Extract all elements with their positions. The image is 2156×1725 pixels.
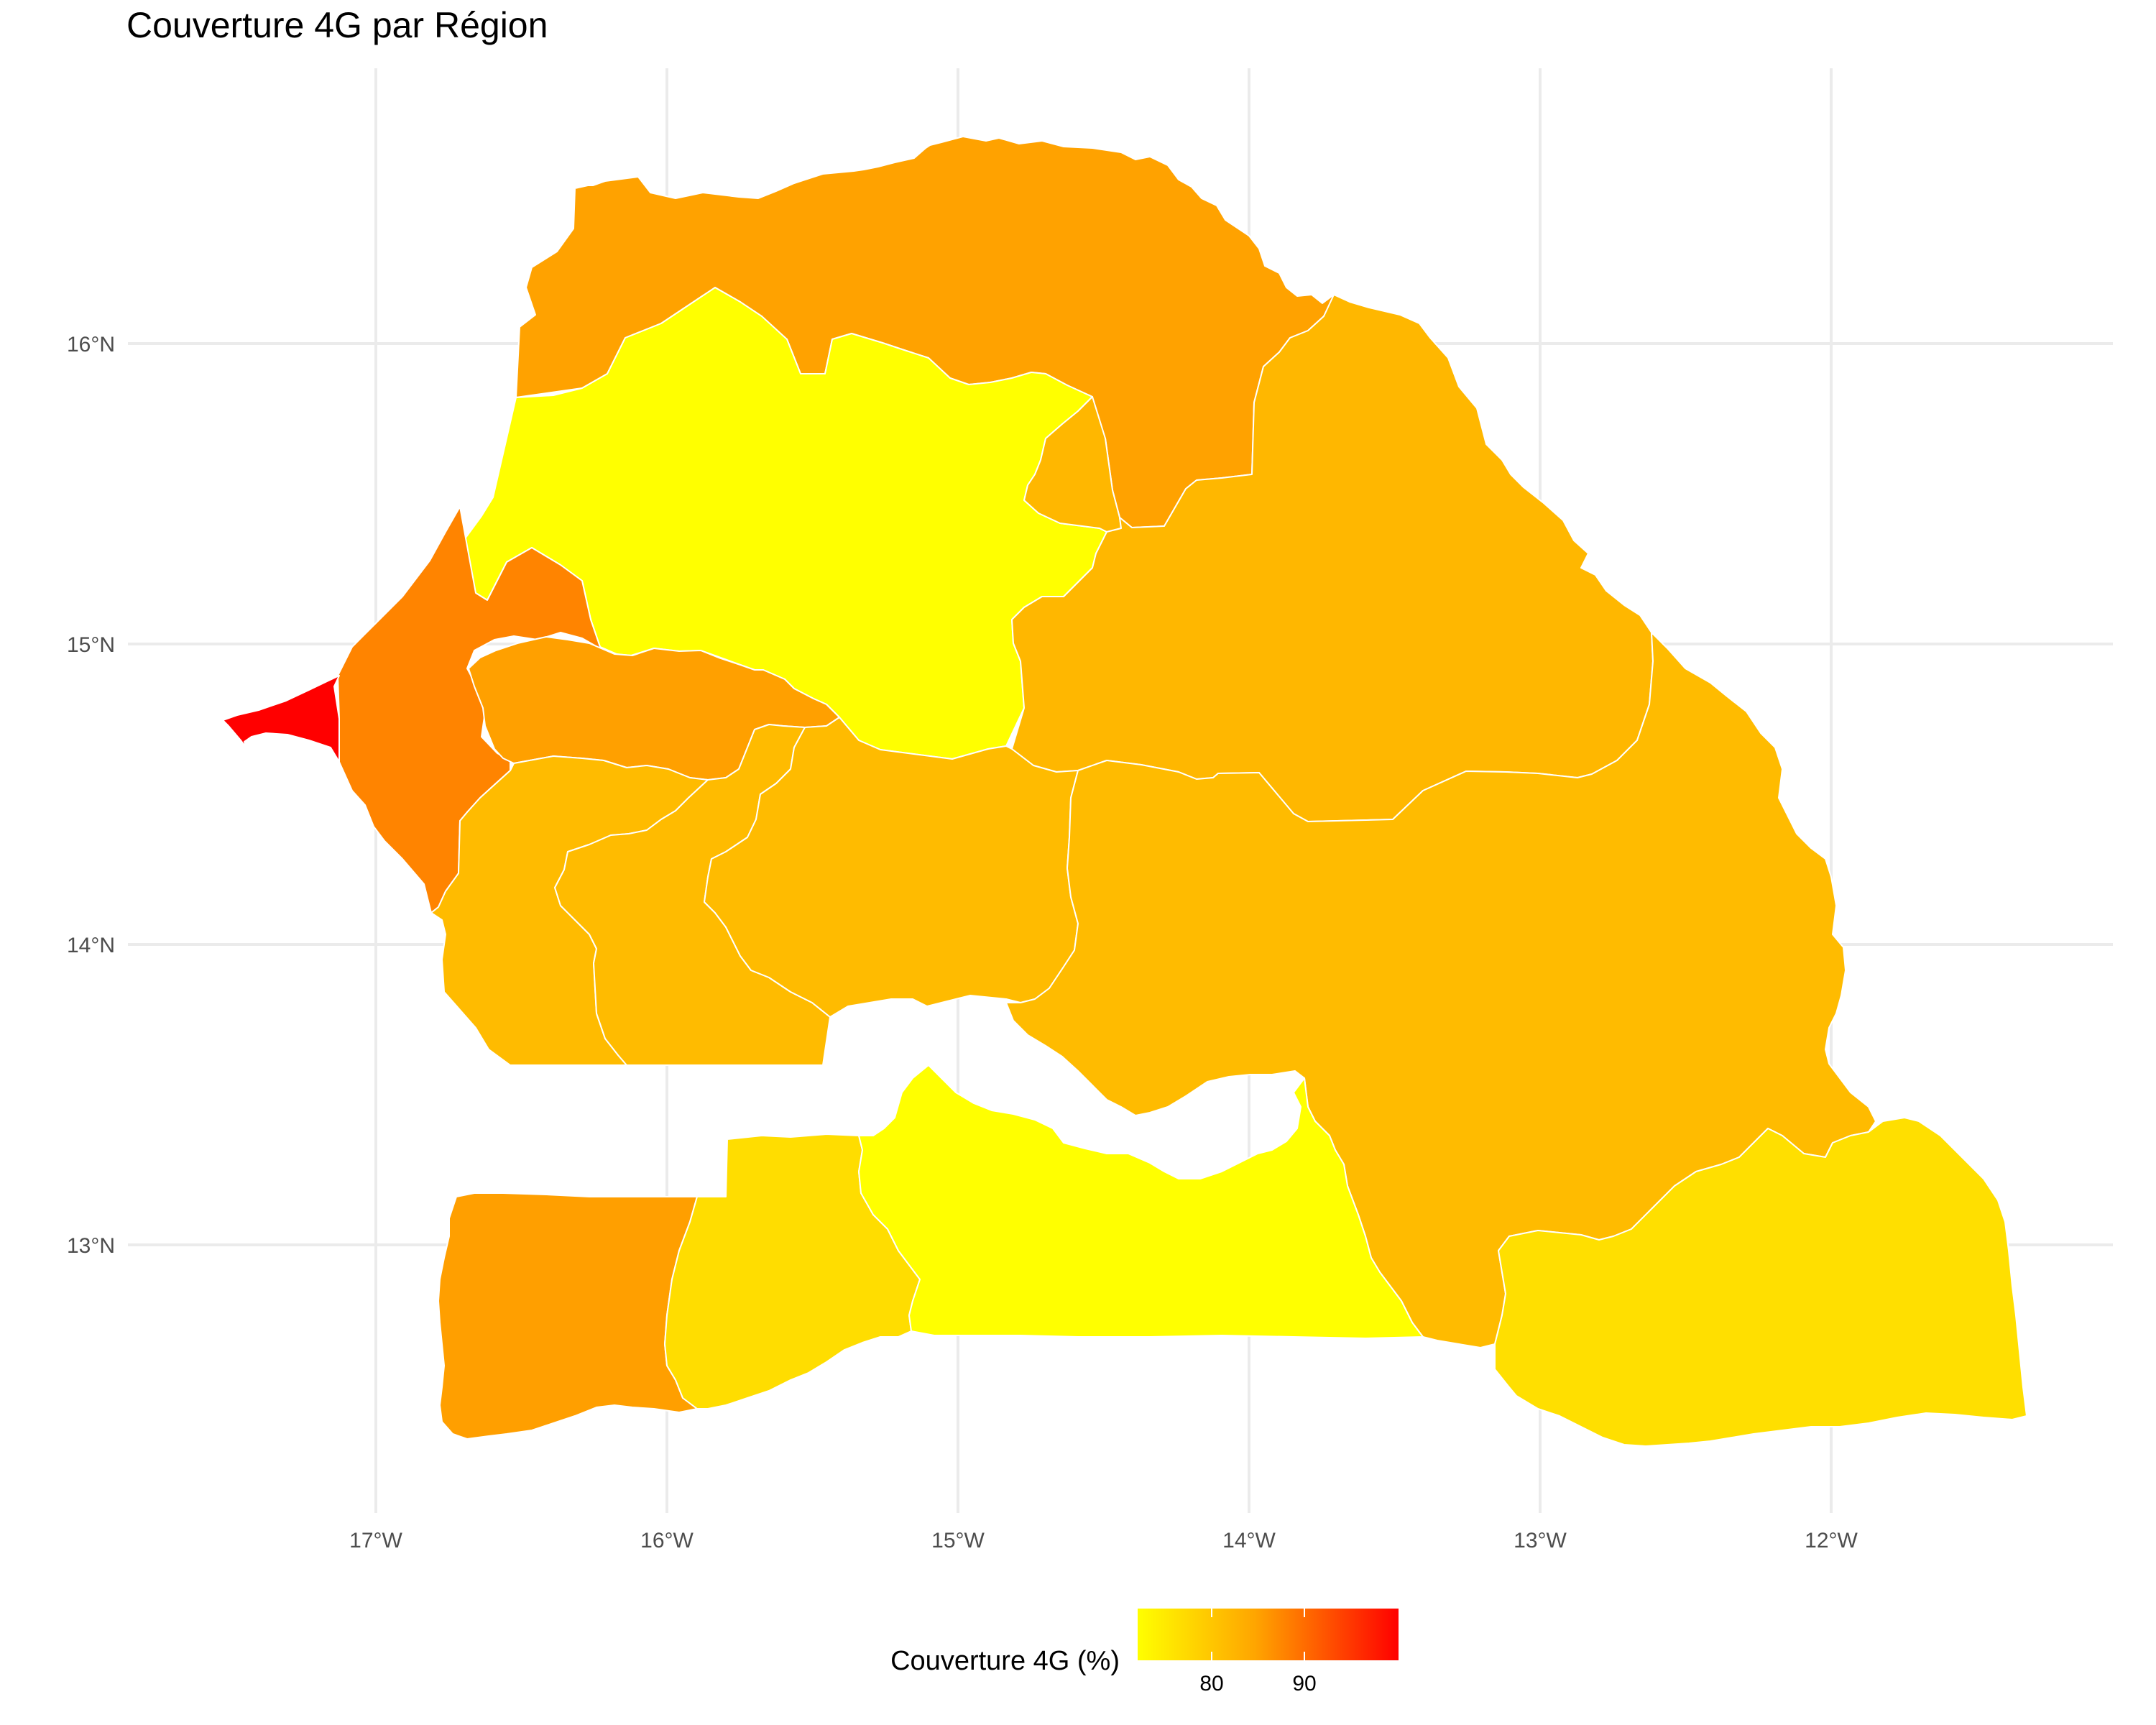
x-tick-label: 17°W [349,1529,402,1552]
x-tick-label: 13°W [1514,1529,1567,1552]
map-title: Couverture 4G par Région [126,5,548,45]
region-south-east[interactable] [1494,1117,2027,1447]
x-tick-label: 16°W [640,1529,694,1552]
region-south-west[interactable] [438,1192,698,1440]
y-tick-label: 14°N [67,934,115,957]
x-tick-label: 15°W [931,1529,985,1552]
legend-tick-label: 90 [1292,1672,1316,1696]
region-cape[interactable] [222,675,340,763]
legend-colorbar [1138,1609,1399,1660]
legend-tick-label: 80 [1199,1672,1223,1696]
region-center-south[interactable] [704,717,1079,1018]
region-south-central[interactable] [858,1064,1424,1339]
legend: Couverture 4G (%) 80 90 [890,1609,1399,1696]
y-tick-label: 15°N [67,633,115,657]
region-small-central[interactable] [1023,396,1122,533]
y-tick-label: 13°N [67,1234,115,1258]
y-tick-label: 16°N [67,333,115,356]
y-axis: 16°N 15°N 14°N 13°N [67,333,115,1258]
legend-title: Couverture 4G (%) [890,1646,1120,1676]
regions-layer [222,136,2027,1447]
x-axis: 17°W 16°W 15°W 14°W 13°W 12°W [349,1529,1858,1552]
x-tick-label: 14°W [1222,1529,1276,1552]
x-tick-label: 12°W [1805,1529,1858,1552]
